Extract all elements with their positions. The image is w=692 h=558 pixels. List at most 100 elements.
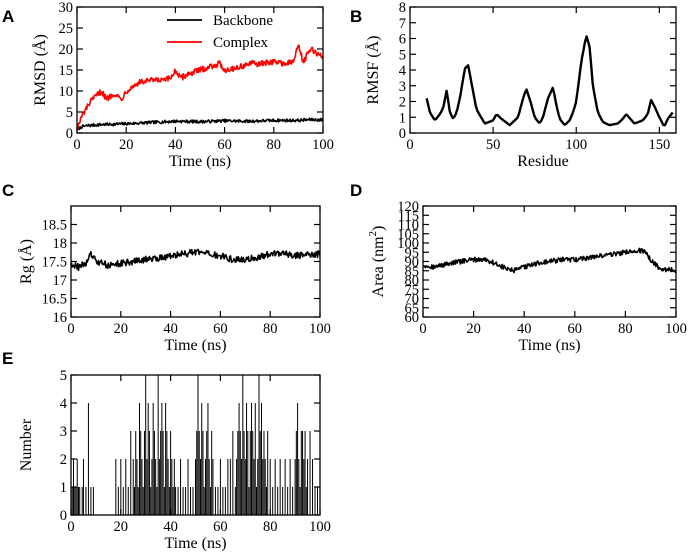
y-axis-label: Area (nm2) <box>367 226 387 298</box>
panel-label: A <box>2 7 14 26</box>
x-tick-label: 0 <box>73 137 80 153</box>
y-tick-label: 115 <box>398 208 419 224</box>
panel-e: 0 20 40 60 80 100 0 1 2 3 4 5 Time (ns) Number E <box>2 349 331 552</box>
y-tick-label: 0 <box>66 126 73 142</box>
x-tick-label: 0 <box>67 519 74 535</box>
x-tick-label: 100 <box>309 321 331 337</box>
x-tick-label: 0 <box>419 321 426 337</box>
y-tick-label: 5 <box>399 47 406 63</box>
x-tick-label: 100 <box>312 137 334 153</box>
plot-frame <box>70 205 321 318</box>
data-group <box>71 248 320 272</box>
data-group <box>423 247 676 274</box>
y-tick-label: 0 <box>399 126 406 142</box>
series-line-backbone <box>77 117 323 131</box>
x-tick-label: 150 <box>649 137 671 153</box>
x-tick-label: 20 <box>114 519 129 535</box>
y-tick-label: 95 <box>405 245 420 261</box>
y-tick-label: 8 <box>399 0 406 16</box>
y-tick-label: 70 <box>405 292 420 308</box>
x-tick-label: 0 <box>67 321 74 337</box>
panel-label: B <box>350 7 362 26</box>
y-axis-label-superscript: 2 <box>367 231 379 237</box>
x-tick-label: 20 <box>114 321 129 337</box>
x-tick-label: 20 <box>466 321 481 337</box>
x-tick-label: 80 <box>263 321 278 337</box>
y-tick-label: 80 <box>405 273 420 289</box>
y-tick-label: 18 <box>53 236 68 252</box>
y-tick-label: 2 <box>399 95 406 111</box>
x-tick-label: 80 <box>618 321 633 337</box>
y-tick-label: 4 <box>399 63 407 79</box>
data-group <box>71 375 319 515</box>
x-axis-label: Residue <box>517 153 569 170</box>
y-tick-label: 16.5 <box>42 292 67 308</box>
x-tick-label: 100 <box>665 321 687 337</box>
y-tick-label: 2 <box>60 452 67 468</box>
y-axis-label: RMSF (Å) <box>364 36 382 105</box>
panel-d: 0 20 40 60 80 1006065707580859095100105110115… <box>350 181 687 354</box>
y-tick-label: 1 <box>399 110 406 126</box>
y-tick-label: 105 <box>397 227 419 243</box>
y-tick-label: 75 <box>405 282 420 298</box>
y-axis-label-text: Area (nm <box>370 236 387 297</box>
y-tick-label: 25 <box>59 21 74 37</box>
x-axis-label: Time (ns) <box>518 337 580 354</box>
y-tick-label: 3 <box>60 424 67 440</box>
x-tick-label: 60 <box>217 137 232 153</box>
data-group <box>77 44 323 131</box>
legend-label: Complex <box>213 35 268 51</box>
y-tick-label: 16 <box>53 310 68 326</box>
panel-label: C <box>2 181 14 200</box>
y-axis-label: RMSD (Å) <box>31 34 49 106</box>
panel-c: 0 20 40 60 80 100 16 16.5 17 17.5 18 18.5 Time (ns) R… <box>2 181 331 354</box>
y-tick-label: 20 <box>59 42 74 58</box>
x-axis-label: Time (ns) <box>164 535 226 552</box>
x-tick-label: 100 <box>565 137 587 153</box>
y-tick-label: 90 <box>405 255 420 271</box>
series-line-rmsf <box>425 35 674 127</box>
x-tick-label: 20 <box>119 137 134 153</box>
y-tick-label: 110 <box>398 218 419 234</box>
y-tick-label: 60 <box>405 310 420 326</box>
y-tick-label: 5 <box>60 368 67 384</box>
x-tick-label: 60 <box>568 321 583 337</box>
y-tick-label: 0 <box>60 508 67 524</box>
x-tick-label: 80 <box>267 137 282 153</box>
y-tick-label: 7 <box>399 16 406 32</box>
y-tick-label: 3 <box>399 79 406 95</box>
panel-label: D <box>350 181 362 200</box>
data-group <box>425 35 674 127</box>
y-tick-label: 18.5 <box>42 218 67 234</box>
x-tick-label: 40 <box>163 321 178 337</box>
plot-frame <box>70 374 321 516</box>
y-tick-label: 15 <box>59 63 74 79</box>
y-tick-label: 17 <box>53 273 68 289</box>
y-tick-label: 4 <box>60 396 68 412</box>
y-tick-label: 1 <box>60 480 67 496</box>
x-tick-label: 80 <box>263 519 278 535</box>
panel-label: E <box>2 349 13 368</box>
x-tick-label: 40 <box>168 137 183 153</box>
y-tick-label: 30 <box>59 0 74 16</box>
y-tick-label: 100 <box>397 236 419 252</box>
y-tick-label: 5 <box>66 105 73 121</box>
y-tick-label: 17.5 <box>42 255 67 271</box>
x-axis-label: Time (ns) <box>164 337 226 354</box>
series-line-complex <box>77 44 323 131</box>
x-tick-label: 60 <box>213 519 228 535</box>
x-tick-label: 60 <box>213 321 228 337</box>
x-axis-label: Time (ns) <box>169 153 231 170</box>
y-tick-label: 10 <box>59 84 74 100</box>
y-axis-label: Rg (Å) <box>17 239 35 284</box>
y-axis-label: Number <box>18 418 35 471</box>
x-tick-label: 40 <box>163 519 178 535</box>
y-tick-label: 120 <box>397 199 419 215</box>
y-tick-label: 85 <box>405 264 420 280</box>
series-line-rg <box>71 248 320 272</box>
x-tick-label: 100 <box>309 519 331 535</box>
x-tick-label: 50 <box>486 137 501 153</box>
series-line-area <box>423 247 676 274</box>
y-axis-label-close: ) <box>370 226 387 231</box>
